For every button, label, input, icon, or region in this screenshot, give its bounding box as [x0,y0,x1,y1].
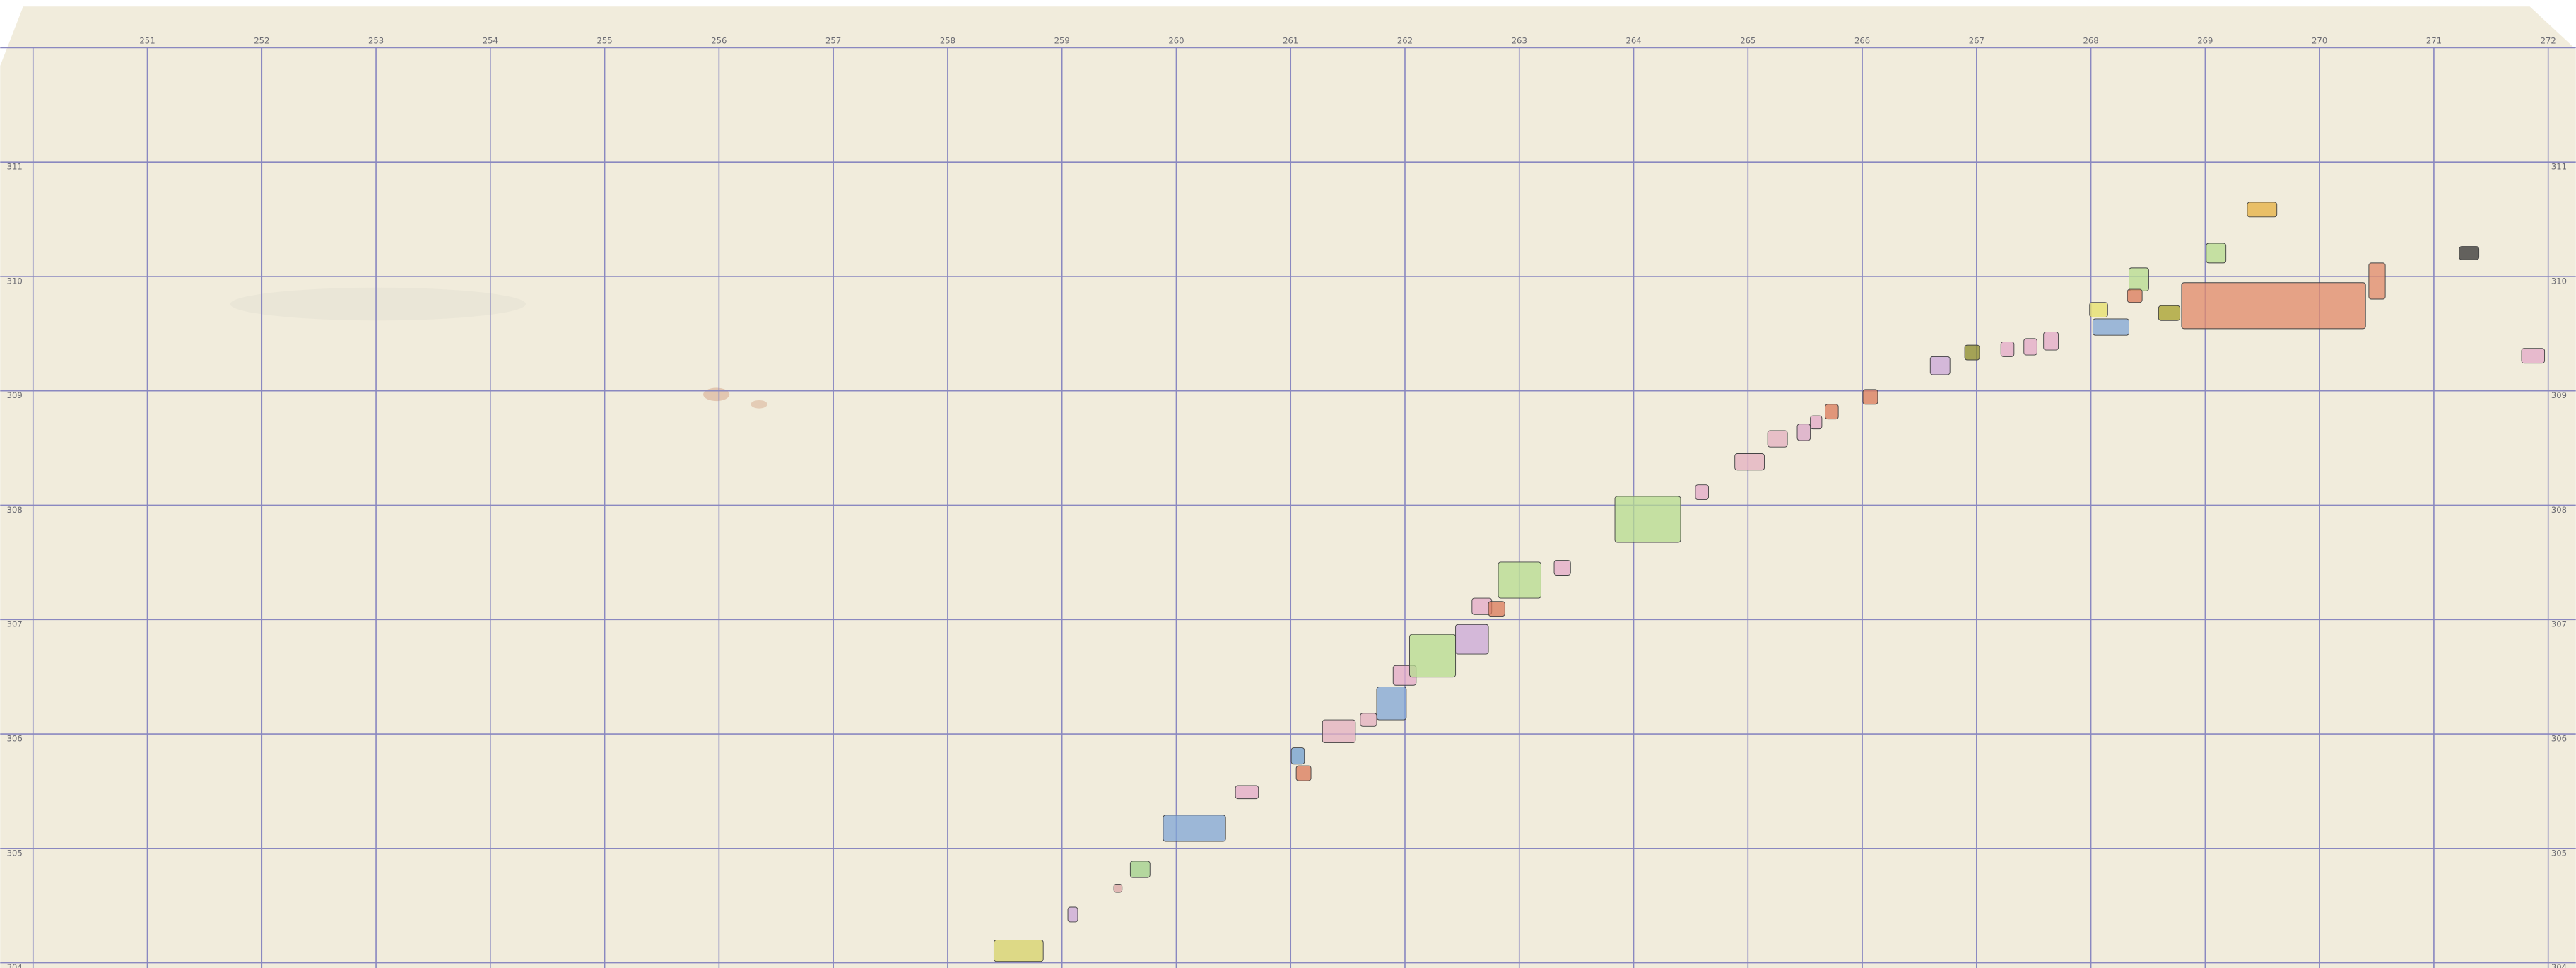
parcel [1614,496,1681,543]
parcel [1163,815,1226,842]
parcel [1295,765,1312,781]
parcel [1825,404,1839,420]
side-label: 309 [2551,390,2567,400]
parcel [2521,348,2546,364]
parcel [1360,713,1377,727]
side-label: 310 [7,276,23,286]
top-label: 262 [1397,36,1413,46]
parcel [1067,906,1078,923]
parcel [1964,344,1980,361]
top-label: 265 [1740,36,1755,46]
top-label: 253 [368,36,384,46]
side-label: 306 [7,733,23,743]
side-label: 308 [2551,505,2567,515]
side-label: 304 [7,962,23,968]
top-label: 252 [254,36,269,46]
parcel [1553,560,1571,576]
grid [0,47,2576,968]
parcel [993,940,1044,962]
parcel [2043,332,2059,351]
parcel [1796,424,1811,441]
side-label: 307 [2551,619,2567,629]
side-label: 304 [2551,962,2567,968]
stain [703,387,730,402]
parcel [2129,267,2149,291]
parcel [2368,262,2386,300]
side-label: 311 [2551,162,2567,172]
top-label: 256 [711,36,727,46]
top-label: 266 [1854,36,1870,46]
parcel [2206,243,2227,264]
parcel [2000,341,2015,357]
parcel [1862,389,1878,405]
side-label: 310 [2551,276,2567,286]
parcel [1129,861,1151,878]
parcel [2158,305,2181,321]
top-label: 269 [2197,36,2213,46]
top-label: 255 [597,36,613,46]
top-label: 268 [2083,36,2099,46]
parcel [1929,356,1951,375]
top-label: 257 [825,36,841,46]
top-label: 272 [2541,36,2556,46]
top-label: 267 [1969,36,1984,46]
parcel [1810,415,1823,430]
labels: 251 252 253 254 255 256 257 258 259 260 261 262 263 2… [7,36,2567,968]
parcel [1376,687,1407,721]
parcel [1235,785,1259,800]
top-label: 259 [1054,36,1070,46]
side-label: 309 [7,390,23,400]
stain [230,287,527,321]
parcels [993,202,2546,962]
top-label: 254 [483,36,498,46]
parcel [2089,302,2108,318]
parcel [1734,453,1765,471]
parcel [1322,719,1356,744]
parcel [2459,246,2480,260]
stain [751,400,767,409]
parcel [2247,202,2278,218]
parcel [2023,338,2037,356]
parcel [2127,288,2143,303]
top-label: 251 [139,36,155,46]
top-label: 271 [2426,36,2442,46]
parcel [2092,318,2129,336]
parcel [1767,430,1788,448]
parcel [1113,883,1123,893]
parcel [1455,624,1489,655]
paper [0,6,2576,968]
parcel [1695,484,1709,501]
side-label: 306 [2551,733,2567,743]
side-label: 305 [2551,848,2567,858]
parcel [2181,282,2366,330]
top-label: 270 [2312,36,2327,46]
parcel [1498,561,1541,599]
parcel [1290,747,1305,765]
top-label: 261 [1283,36,1298,46]
parcel [1409,634,1457,678]
top-label: 264 [1625,36,1641,46]
side-label: 311 [7,162,23,172]
parcel [1488,601,1505,617]
top-label: 260 [1168,36,1184,46]
top-label: 258 [940,36,955,46]
side-label: 305 [7,848,23,858]
top-label: 263 [1512,36,1527,46]
side-label: 308 [7,505,23,515]
side-label: 307 [7,619,23,629]
